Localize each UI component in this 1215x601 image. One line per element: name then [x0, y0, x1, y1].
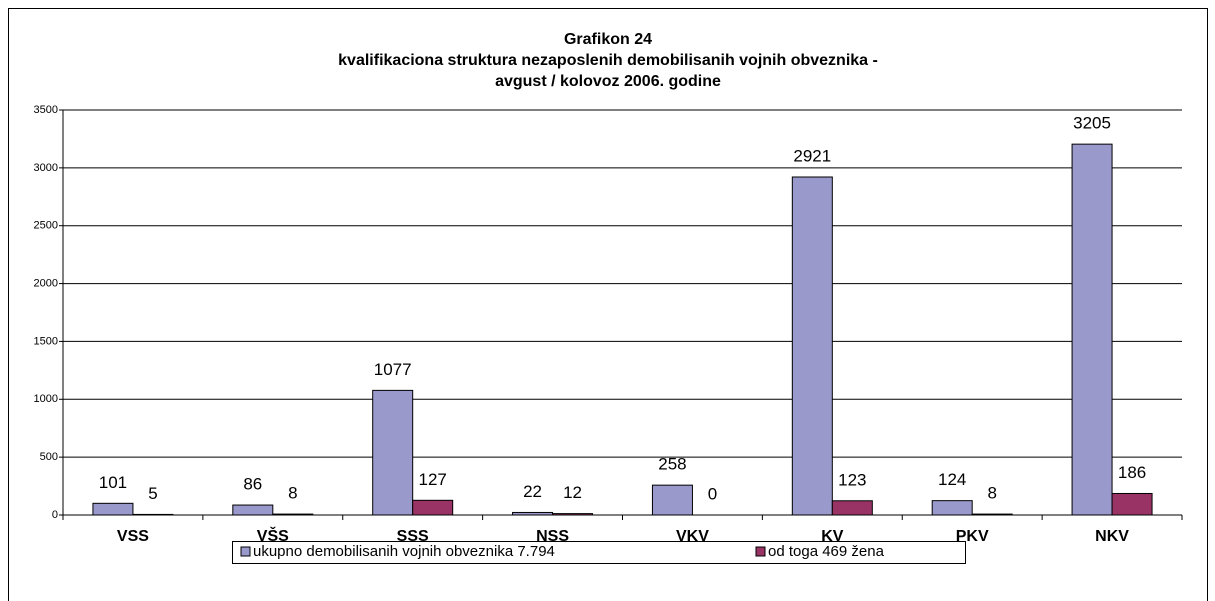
bar — [931, 500, 973, 516]
data-label: 258 — [658, 455, 686, 474]
bar — [132, 513, 174, 516]
legend-swatch — [755, 546, 766, 557]
data-label: 2921 — [793, 146, 831, 165]
x-tick-label: KV — [821, 528, 844, 545]
bar — [272, 513, 314, 516]
bar — [552, 513, 594, 516]
y-tick-label: 0 — [52, 509, 58, 521]
bar — [791, 176, 833, 516]
x-tick-label: NSS — [536, 528, 569, 545]
x-tick-label: SSS — [397, 528, 429, 545]
y-tick-label: 3000 — [34, 162, 58, 174]
data-label: 8 — [987, 484, 996, 503]
chart-border — [8, 8, 1208, 601]
x-tick-label: VKV — [676, 528, 709, 545]
data-label: 1077 — [374, 360, 412, 379]
x-tick-label: PKV — [956, 528, 989, 545]
data-label: 124 — [938, 470, 966, 489]
x-tick-label: NKV — [1095, 528, 1129, 545]
data-label: 123 — [838, 470, 866, 489]
data-label: 0 — [708, 484, 717, 503]
chart-title: avgust / kolovoz 2006. godine — [495, 73, 721, 90]
data-label: 8 — [288, 484, 297, 503]
legend-swatch — [240, 546, 251, 557]
legend-box — [232, 541, 966, 564]
y-tick-label: 1500 — [34, 335, 58, 347]
legend-label: od toga 469 žena — [768, 543, 885, 560]
data-label: 5 — [148, 484, 157, 503]
bar — [232, 504, 274, 516]
y-tick-label: 2000 — [34, 277, 58, 289]
bar — [971, 513, 1013, 516]
x-tick-label: VSS — [117, 528, 149, 545]
bar — [372, 389, 414, 516]
data-label: 127 — [419, 470, 447, 489]
legend-label: ukupno demobilisanih vojnih obveznika 7.… — [253, 543, 555, 560]
bar — [1071, 143, 1113, 516]
bar — [1111, 492, 1153, 516]
y-tick-label: 500 — [40, 451, 58, 463]
chart-title: kvalifikaciona struktura nezaposlenih de… — [338, 52, 878, 69]
bar — [831, 500, 873, 516]
data-label: 186 — [1118, 463, 1146, 482]
data-label: 12 — [563, 483, 582, 502]
bar — [651, 484, 693, 516]
data-label: 86 — [243, 475, 262, 494]
bar — [412, 499, 454, 516]
bar — [92, 502, 134, 516]
bar — [512, 511, 554, 516]
data-label: 3205 — [1073, 114, 1111, 133]
data-label: 22 — [523, 482, 542, 501]
y-tick-label: 1000 — [34, 393, 58, 405]
data-label: 101 — [99, 473, 127, 492]
y-tick-label: 3500 — [34, 104, 58, 116]
y-tick-label: 2500 — [34, 220, 58, 232]
chart-title: Grafikon 24 — [564, 31, 652, 48]
x-tick-label: VŠS — [257, 526, 289, 545]
